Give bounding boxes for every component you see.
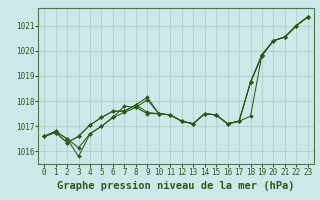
X-axis label: Graphe pression niveau de la mer (hPa): Graphe pression niveau de la mer (hPa) bbox=[57, 181, 295, 191]
